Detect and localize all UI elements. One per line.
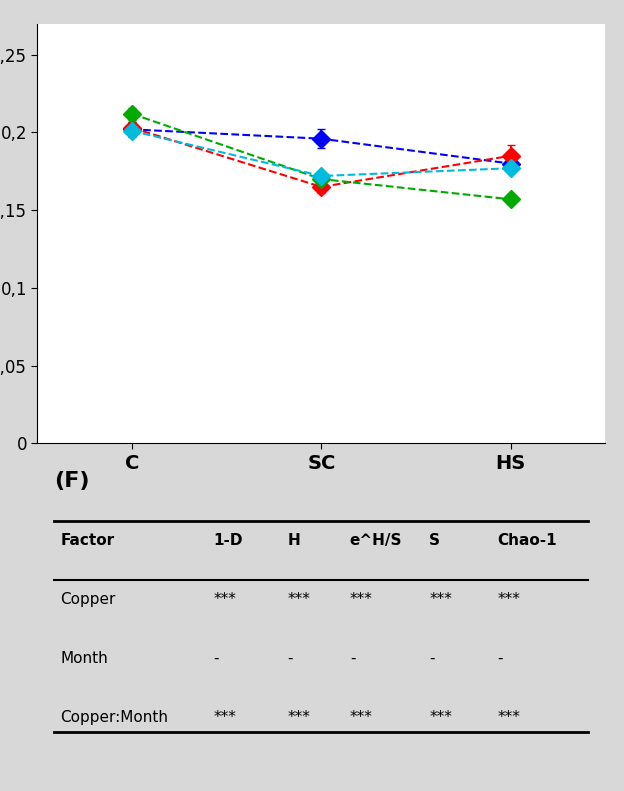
Text: ***: *** (213, 710, 236, 725)
Text: ***: *** (287, 710, 310, 725)
Text: ***: *** (213, 592, 236, 607)
Text: -: - (287, 651, 293, 666)
Text: -: - (213, 651, 219, 666)
Text: Factor: Factor (60, 533, 114, 548)
Text: Month: Month (60, 651, 108, 666)
Text: S: S (429, 533, 441, 548)
Text: H: H (287, 533, 300, 548)
Text: Copper: Copper (60, 592, 115, 607)
Text: (F): (F) (54, 471, 90, 491)
Text: Copper:Month: Copper:Month (60, 710, 168, 725)
Text: -: - (429, 651, 435, 666)
Text: ***: *** (429, 592, 452, 607)
Text: ***: *** (349, 710, 373, 725)
Text: -: - (349, 651, 355, 666)
Text: e^H/S: e^H/S (349, 533, 402, 548)
Text: 1-D: 1-D (213, 533, 243, 548)
Text: ***: *** (349, 592, 373, 607)
Text: Chao-1: Chao-1 (497, 533, 557, 548)
Text: ***: *** (287, 592, 310, 607)
Text: ***: *** (497, 710, 520, 725)
Text: -: - (497, 651, 503, 666)
Text: ***: *** (497, 592, 520, 607)
Text: ***: *** (429, 710, 452, 725)
